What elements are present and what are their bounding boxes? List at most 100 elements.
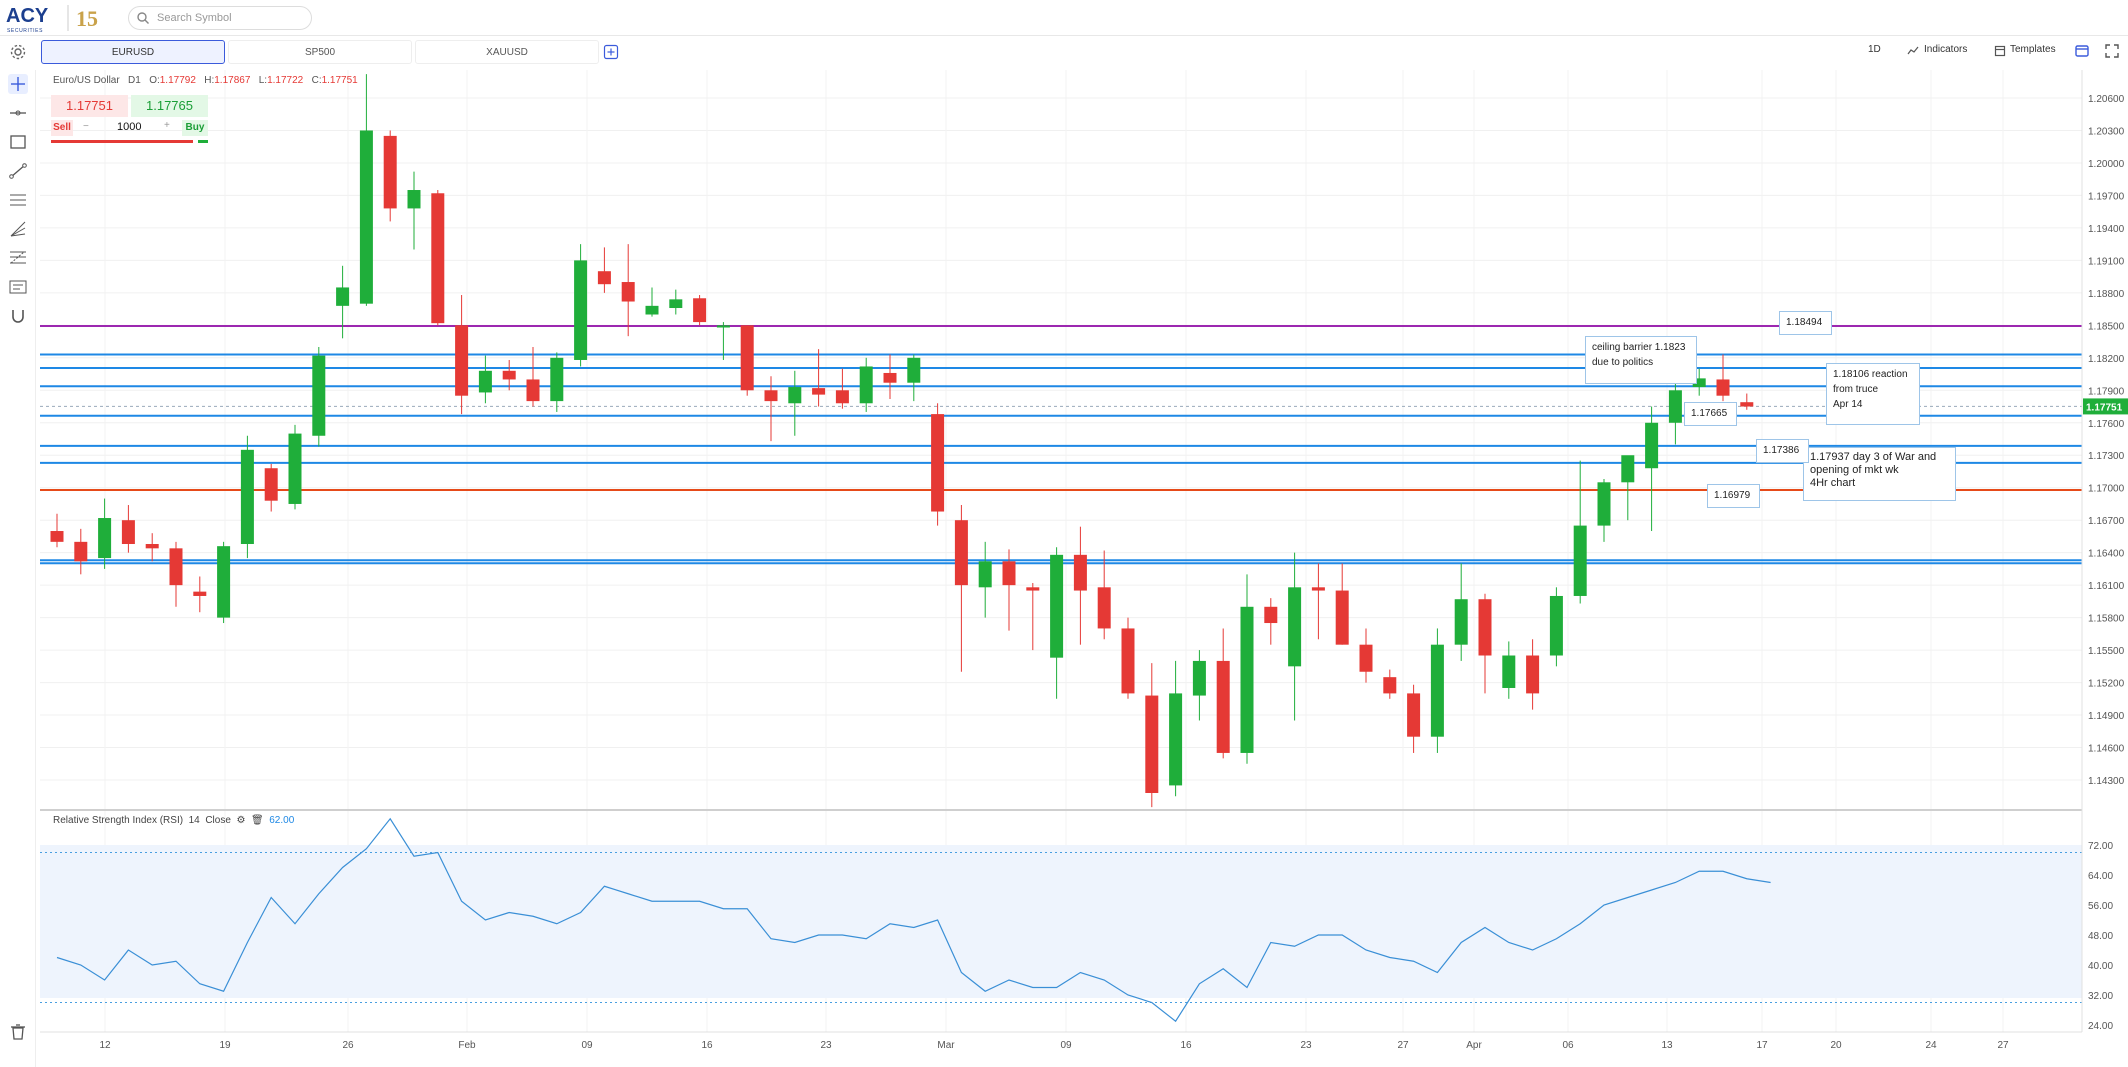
magnet-icon[interactable] <box>8 306 28 326</box>
candle-body <box>217 546 231 618</box>
candle-body <box>1621 455 1635 483</box>
layout-icon[interactable] <box>2074 43 2090 59</box>
symbol-tabs: EURUSD SP500 XAUUSD <box>0 38 2128 66</box>
annotation-line: due to politics <box>1592 357 1654 368</box>
buy-button[interactable]: Buy <box>182 120 208 136</box>
search-input[interactable]: Search Symbol <box>128 6 312 30</box>
fan-icon[interactable] <box>8 219 28 239</box>
price-tick: 1.17900 <box>2088 386 2125 397</box>
price-tick: 1.16700 <box>2088 516 2125 527</box>
candle-body <box>1597 482 1611 526</box>
rsi-band <box>40 845 2082 998</box>
candle-body <box>240 449 254 545</box>
label-1-18494[interactable]: 1.18494 <box>1779 311 1832 335</box>
interval: D1 <box>128 75 141 86</box>
price-tick: 1.20000 <box>2088 159 2125 170</box>
buy-bar <box>198 140 208 143</box>
parallel-channel-icon[interactable] <box>8 190 28 210</box>
time-tick: Mar <box>937 1040 955 1051</box>
candle-body <box>1240 606 1254 753</box>
candle-body <box>812 388 826 395</box>
label-1-16979[interactable]: 1.16979 <box>1707 484 1760 508</box>
sell-price[interactable]: 1.17751 <box>51 95 128 117</box>
quantity-plus[interactable]: + <box>164 120 170 131</box>
rectangle-icon[interactable] <box>8 132 28 152</box>
rsi-source: Close <box>205 815 231 826</box>
rsi-tick: 24.00 <box>2088 1021 2113 1032</box>
timeframe-button[interactable]: 1D <box>1868 44 1881 55</box>
annotation-war-opening[interactable]: 1.17937 day 3 of War and opening of mkt … <box>1803 447 1956 501</box>
close-value: 1.17751 <box>321 75 358 86</box>
label-1-17386[interactable]: 1.17386 <box>1756 439 1809 463</box>
candle-body <box>1335 590 1349 645</box>
price-tick: 1.20600 <box>2088 94 2125 105</box>
annotation-ceiling-barrier[interactable]: ceiling barrier 1.1823 due to politics <box>1585 336 1697 384</box>
rsi-axis: 72.00 64.00 56.00 48.00 40.00 32.00 24.00 <box>2088 841 2113 1032</box>
quantity-input[interactable]: 1000 <box>117 121 142 133</box>
rsi-header: Relative Strength Index (RSI) 14 Close ⚙… <box>53 815 294 826</box>
candle-body <box>1645 422 1659 469</box>
candle-body <box>1192 660 1206 696</box>
templates-icon <box>1994 45 2006 57</box>
rsi-delete-icon[interactable]: 🗑 <box>250 815 264 826</box>
open-label: O: <box>149 75 160 86</box>
fibonacci-icon[interactable] <box>8 248 28 268</box>
close-label: C: <box>311 75 322 86</box>
settings-gear-icon[interactable] <box>9 43 27 61</box>
candle-body <box>1526 655 1540 694</box>
candle-body <box>1169 693 1183 786</box>
price-tick: 1.14900 <box>2088 711 2125 722</box>
tab-eurusd[interactable]: EURUSD <box>41 40 225 64</box>
horizontal-levels <box>40 324 2082 565</box>
candle-body <box>1288 587 1302 667</box>
candle-body <box>407 190 421 209</box>
candle-body <box>1454 599 1468 645</box>
candle-body <box>669 299 683 309</box>
candle-body <box>693 298 707 323</box>
candle-body <box>526 379 540 402</box>
templates-button[interactable]: Templates <box>2010 44 2056 55</box>
candle-body <box>383 135 397 209</box>
price-chart[interactable]: 1.20600 1.20300 1.20000 1.19700 1.19400 1.191… <box>40 70 2128 1065</box>
candle-body <box>1430 644 1444 737</box>
candle-body <box>264 468 278 501</box>
high-value: 1.17867 <box>214 75 251 86</box>
trend-line-icon[interactable] <box>8 161 28 181</box>
price-tick: 1.18500 <box>2088 321 2125 332</box>
candle-body <box>740 325 754 391</box>
price-tick: 1.19700 <box>2088 191 2125 202</box>
tab-sp500[interactable]: SP500 <box>228 40 412 64</box>
rsi-settings-icon[interactable]: ⚙ <box>236 815 246 826</box>
trash-icon[interactable] <box>8 1022 28 1042</box>
annotation-line: ceiling barrier 1.1823 <box>1592 342 1686 353</box>
candle-body <box>1216 660 1230 753</box>
fullscreen-icon[interactable] <box>2104 43 2120 59</box>
crosshair-icon[interactable] <box>8 74 28 94</box>
price-tick: 1.15500 <box>2088 646 2125 657</box>
label-1-17665[interactable]: 1.17665 <box>1684 402 1737 426</box>
low-value: 1.17722 <box>267 75 304 86</box>
rsi-tick: 40.00 <box>2088 961 2113 972</box>
candle-body <box>169 548 183 586</box>
drawing-toolbar <box>0 70 36 1067</box>
candle-body <box>1002 561 1016 586</box>
quantity-minus[interactable]: − <box>83 121 89 132</box>
rsi-value: 62.00 <box>269 815 295 826</box>
annotation-line: Apr 14 <box>1833 399 1863 410</box>
sell-button[interactable]: Sell <box>51 120 73 136</box>
candle-body <box>907 357 921 383</box>
candle-body <box>716 325 730 328</box>
text-note-icon[interactable] <box>8 277 28 297</box>
candle-body <box>764 390 778 402</box>
rsi-series <box>40 817 2082 1023</box>
candle-body <box>336 287 350 306</box>
candle-body <box>1359 644 1373 672</box>
horizontal-line-icon[interactable] <box>8 103 28 123</box>
annotation-truce-reaction[interactable]: 1.18106 reaction from truce Apr 14 <box>1826 363 1920 425</box>
time-axis: 12 19 26 Feb 09 16 23 Mar 09 16 23 27 Apr 06 13 17 20 24 2… <box>40 1031 2082 1051</box>
add-tab-icon[interactable] <box>603 44 619 60</box>
trade-row: Sell − 1000 + Buy <box>51 118 209 138</box>
tab-xauusd[interactable]: XAUUSD <box>415 40 599 64</box>
indicators-button[interactable]: Indicators <box>1924 44 1968 55</box>
buy-price[interactable]: 1.17765 <box>131 95 208 117</box>
